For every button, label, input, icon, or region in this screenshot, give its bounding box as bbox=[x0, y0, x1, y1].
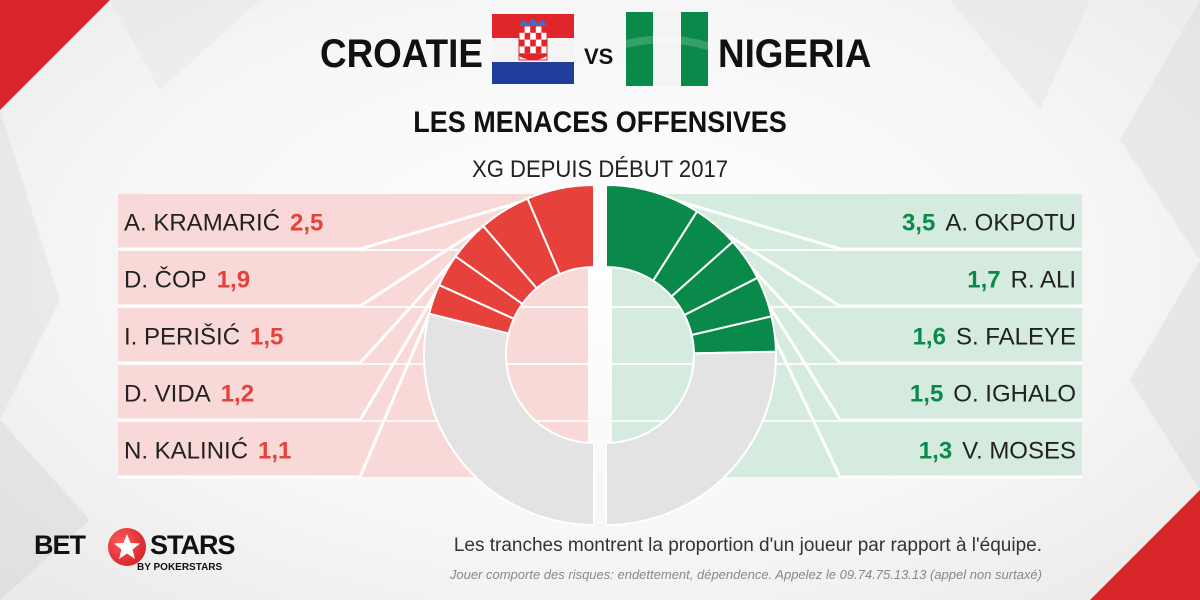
metric-label: XG DEPUIS DÉBUT 2017 bbox=[471, 156, 729, 183]
home-leader-line bbox=[118, 211, 507, 308]
away-leader-line bbox=[762, 296, 1082, 422]
home-player-name: N. KALINIĆ bbox=[124, 438, 248, 465]
home-player-xg: 1,1 bbox=[258, 438, 291, 465]
home-leader-line bbox=[118, 240, 472, 365]
nigeria-flag-icon bbox=[626, 12, 708, 86]
footnote: Les tranches montrent la proportion d'un… bbox=[453, 535, 1042, 556]
croatia-flag-icon bbox=[492, 14, 574, 84]
home-player-xg: 1,2 bbox=[221, 381, 254, 408]
away-player-name: A. OKPOTU bbox=[945, 210, 1076, 237]
away-player-name: V. MOSES bbox=[962, 438, 1076, 465]
home-leader-line bbox=[118, 188, 561, 251]
home-player-name: I. PERIŠIĆ bbox=[124, 323, 240, 351]
chart-subtitle: LES MENACES OFFENSIVES bbox=[413, 106, 787, 139]
home-player-name: D. VIDA bbox=[124, 381, 211, 408]
team-away-title: NIGERIA bbox=[718, 32, 872, 76]
star-icon bbox=[108, 528, 146, 566]
away-player-xg: 1,7 bbox=[967, 267, 1000, 294]
home-leader-line bbox=[118, 299, 437, 479]
betstars-logo: BET STARS BY POKERSTARS bbox=[34, 528, 236, 573]
home-player-xg: 1,9 bbox=[217, 267, 250, 294]
home-player-name: A. KRAMARIĆ bbox=[124, 210, 280, 237]
corner-decoration-bottom-right bbox=[1090, 490, 1200, 600]
away-player-xg: 1,5 bbox=[910, 381, 943, 408]
team-home-title: CROATIE bbox=[320, 32, 483, 76]
gambling-disclaimer: Jouer comporte des risques: endettement,… bbox=[449, 567, 1042, 582]
away-player-xg: 3,5 bbox=[902, 210, 935, 237]
away-player-name: S. FALEYE bbox=[956, 324, 1076, 351]
away-player-name: O. IGHALO bbox=[953, 381, 1076, 408]
away-leader-line bbox=[652, 192, 1082, 251]
away-rest-slice bbox=[605, 350, 777, 527]
home-leader-line bbox=[118, 270, 450, 422]
home-rest-slice bbox=[423, 312, 595, 527]
away-leader-line bbox=[771, 333, 1082, 479]
corner-decoration-top-left bbox=[0, 0, 110, 110]
home-player-xg: 2,5 bbox=[290, 210, 323, 237]
home-player-xg: 1,5 bbox=[250, 324, 283, 351]
away-leader-line bbox=[713, 225, 1082, 308]
away-player-name: R. ALI bbox=[1011, 267, 1076, 294]
home-player-name: D. ČOP bbox=[124, 266, 207, 294]
away-player-xg: 1,6 bbox=[913, 324, 946, 351]
versus-label: VS bbox=[584, 44, 614, 69]
away-leader-line bbox=[743, 259, 1082, 365]
away-player-xg: 1,3 bbox=[919, 438, 952, 465]
